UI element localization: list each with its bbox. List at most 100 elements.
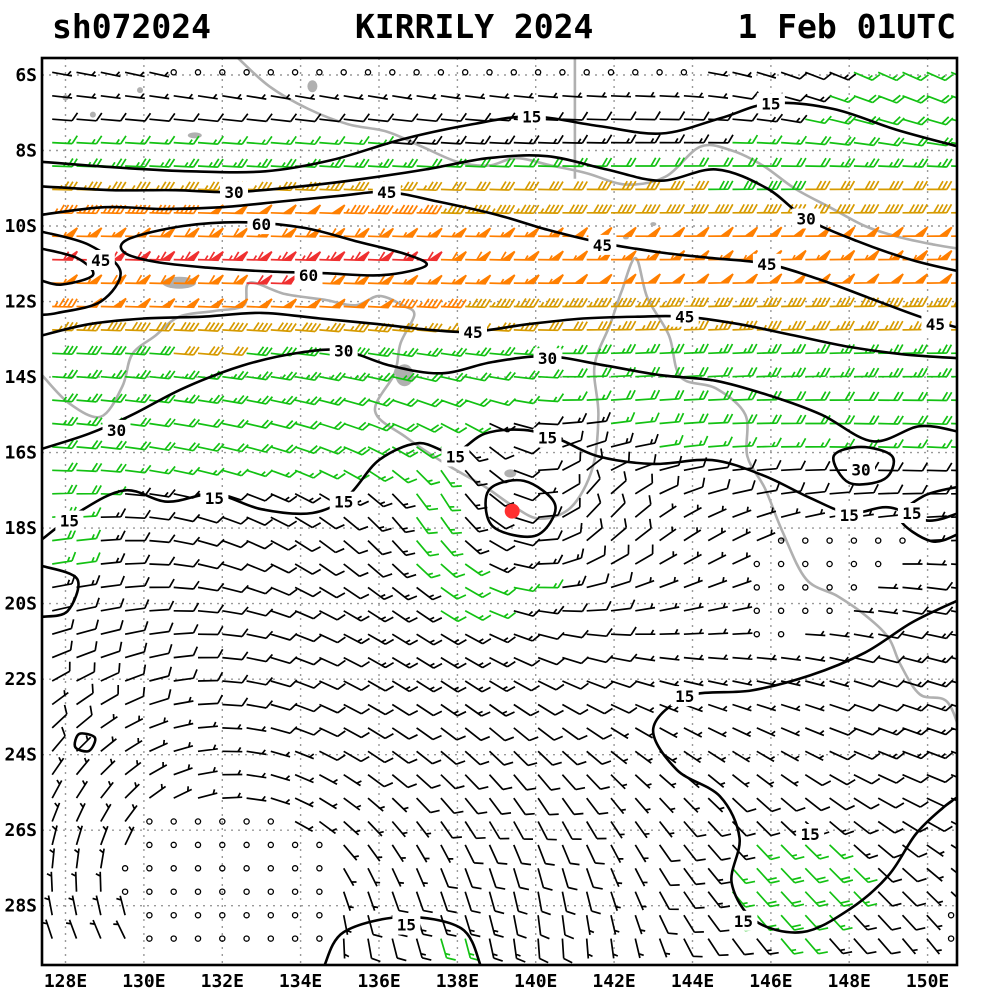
isotach-60: [42, 247, 95, 287]
calm-wind-circle: [316, 935, 323, 942]
isotach-30: [42, 348, 957, 451]
isotach-label: 15: [446, 447, 465, 466]
isotach-45: [42, 190, 957, 329]
y-axis-label: 12S: [4, 292, 37, 313]
isotach-label-bg: [670, 306, 699, 327]
calm-wind-circle: [267, 911, 275, 919]
y-axis-label: 14S: [4, 367, 37, 388]
isotach-label-bg: [220, 182, 248, 202]
map-frame: [40, 56, 959, 967]
calm-wind-circle: [680, 69, 688, 76]
isotach-label: 45: [926, 315, 945, 334]
isotach-label-bg: [670, 686, 699, 707]
title-bar: sh072024 KIRRILY 2024 1 Feb 01UTC: [0, 0, 986, 50]
calm-wind-circle: [850, 560, 858, 568]
calm-wind-circle: [170, 69, 177, 76]
calm-wind-circles: [121, 69, 955, 942]
calm-wind-circle: [802, 560, 809, 568]
isotach-label: 15: [397, 916, 416, 935]
calm-wind-circle: [437, 69, 445, 76]
calm-wind-circle: [461, 69, 469, 76]
calm-wind-circle: [219, 888, 226, 895]
valid-time: 1 Feb 01UTC: [737, 6, 956, 46]
calm-wind-circle: [826, 607, 833, 615]
island: [137, 87, 143, 94]
calm-wind-circle: [340, 69, 347, 76]
isotach-30: [832, 445, 896, 486]
y-axis-label: 10S: [4, 216, 37, 237]
isotach-label-bg: [247, 214, 276, 235]
x-axis-label: 148E: [828, 971, 871, 989]
isotach-label: 45: [463, 323, 482, 342]
calm-wind-circle: [219, 841, 226, 849]
y-axis-label: 18S: [4, 518, 37, 539]
calm-wind-circle: [267, 818, 275, 825]
calm-wind-circle: [802, 584, 809, 591]
isotach-label-bg: [752, 253, 781, 274]
island: [307, 80, 318, 93]
calm-wind-circle: [753, 630, 761, 638]
calm-wind-circle: [632, 69, 639, 76]
isotach-15: [484, 478, 557, 539]
isotach-label: 15: [761, 94, 780, 113]
calm-wind-circle: [194, 935, 202, 942]
calm-wind-circle: [316, 911, 323, 919]
calm-wind-circle: [607, 69, 615, 76]
isotach-label: 15: [902, 504, 921, 523]
y-axis-label: 16S: [4, 443, 37, 464]
calm-wind-circle: [170, 818, 177, 825]
storm-id: sh072024: [52, 6, 211, 46]
calm-wind-circle: [777, 584, 785, 591]
isotach-label: 30: [334, 342, 353, 361]
isotach-label-bg: [200, 487, 229, 508]
calm-wind-circle: [777, 607, 785, 615]
y-axis-label: 24S: [4, 745, 37, 766]
island: [504, 469, 517, 478]
calm-wind-circle: [364, 69, 372, 76]
y-axis-label: 20S: [4, 594, 37, 615]
isotach-label: 45: [675, 308, 694, 327]
calm-wind-circle: [170, 865, 177, 872]
isotach-label: 30: [107, 421, 126, 440]
isotach-15: [73, 732, 97, 753]
isotach-label-bg: [517, 106, 546, 127]
calm-wind-circle: [194, 69, 202, 76]
calm-wind-circle: [194, 818, 202, 825]
isotach-label: 45: [593, 236, 612, 255]
calm-wind-circle: [826, 537, 833, 544]
isotach-label: 30: [796, 210, 815, 229]
calm-wind-circle: [291, 865, 299, 872]
isotach-label: 15: [60, 512, 79, 531]
storm-name: KIRRILY 2024: [354, 6, 594, 46]
calm-wind-circle: [267, 865, 275, 872]
isotach-label-bg: [372, 182, 401, 202]
x-axis-label: 144E: [671, 971, 714, 989]
calm-wind-circle: [243, 888, 250, 895]
isotach-label-bg: [86, 250, 115, 270]
calm-wind-circle: [170, 935, 177, 942]
calm-wind-circle: [874, 537, 882, 544]
calm-wind-circle: [826, 560, 833, 568]
calm-wind-circle: [194, 911, 202, 919]
x-axis-label: 136E: [357, 971, 400, 989]
isotach-label-bg: [847, 459, 875, 480]
wind-barbs-15-30kt: [52, 71, 957, 962]
isotach-label: 30: [851, 461, 870, 480]
x-axis-label: 132E: [201, 971, 244, 989]
isotach-label: 30: [538, 349, 557, 368]
isotach-label: 15: [800, 825, 819, 844]
calm-wind-circle: [243, 865, 250, 872]
island: [187, 132, 202, 139]
calm-wind-circle: [170, 841, 177, 849]
isotach-label: 45: [377, 183, 396, 202]
isotach-label-bg: [329, 491, 358, 512]
isotach-label: 30: [224, 183, 243, 202]
calm-wind-circle: [243, 911, 250, 919]
isotach-label: 45: [757, 255, 776, 274]
calm-wind-circle: [243, 69, 250, 76]
isotach-contours: 15 15 30 30 45 45 45 45 60 60 45 45 45 30 30 30 30 15 15 15…: [42, 93, 957, 965]
isotach-label-bg: [294, 265, 323, 286]
calm-wind-circle: [146, 818, 153, 825]
calm-wind-circle: [146, 865, 153, 872]
